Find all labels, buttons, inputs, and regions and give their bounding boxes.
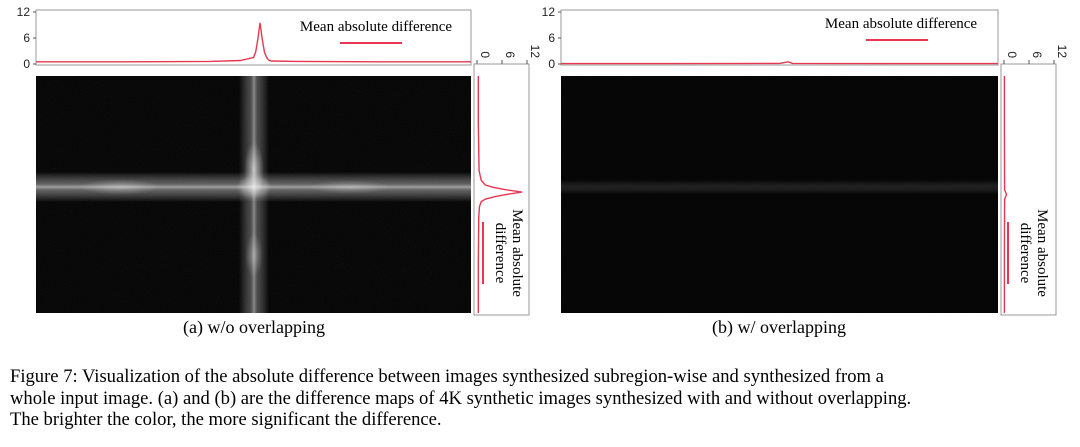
panel-b-top-tick-0: 0 bbox=[548, 57, 555, 71]
panel-a-difference-map bbox=[36, 76, 471, 313]
panel-a-side-legend-line1: Mean absolute bbox=[509, 209, 525, 297]
panel-b-top-curve bbox=[561, 61, 998, 65]
panel-b-top-tick-6: 6 bbox=[548, 31, 555, 45]
panel-b-side-profile: 0 6 12 Mean absolute difference bbox=[1000, 45, 1069, 316]
figure-caption-line-3: The brighter the color, the more signifi… bbox=[10, 409, 442, 430]
panel-a-side-tick-12: 12 bbox=[528, 45, 542, 59]
panel-b-side-tick-0: 0 bbox=[1005, 51, 1019, 58]
panel-a-top-curve bbox=[36, 22, 471, 63]
panel-a-side-curve bbox=[477, 76, 523, 313]
figure-caption-line-2: whole input image. (a) and (b) are the d… bbox=[10, 387, 912, 409]
panel-b-side-curve bbox=[1003, 76, 1008, 313]
panel-a-caption: (a) w/o overlapping bbox=[183, 317, 325, 338]
panel-a-legend-label: Mean absolute difference bbox=[300, 19, 452, 35]
panel-b-caption: (b) w/ overlapping bbox=[712, 317, 846, 338]
panel-b: 12 6 0 Mean absolute difference 0 6 12 M… bbox=[542, 5, 1069, 338]
panel-a-top-tick-6: 6 bbox=[23, 31, 30, 45]
panel-a: 12 6 0 Mean absolute difference 0 bbox=[17, 5, 542, 338]
panel-a-side-profile: 0 6 12 Mean absolute difference bbox=[473, 45, 542, 316]
panel-b-difference-map bbox=[561, 76, 998, 313]
panel-b-side-tick-12: 12 bbox=[1055, 45, 1069, 59]
panel-a-side-tick-6: 6 bbox=[503, 51, 517, 58]
panel-b-horizontal-seam bbox=[561, 180, 998, 194]
panel-b-side-tick-6: 6 bbox=[1030, 51, 1044, 58]
panel-b-legend-label: Mean absolute difference bbox=[825, 16, 977, 32]
panel-a-side-legend-line2: difference bbox=[492, 223, 508, 284]
panel-b-top-profile: 12 6 0 Mean absolute difference bbox=[542, 5, 999, 71]
panel-b-top-tick-12: 12 bbox=[542, 5, 556, 19]
panel-a-side-tick-0: 0 bbox=[478, 51, 492, 58]
panel-b-map-background bbox=[561, 76, 998, 313]
panel-b-side-legend-line2: difference bbox=[1017, 223, 1033, 284]
panel-a-top-tick-0: 0 bbox=[23, 57, 30, 71]
panel-a-top-profile: 12 6 0 Mean absolute difference bbox=[17, 5, 472, 71]
panel-a-top-tick-12: 12 bbox=[17, 5, 31, 19]
panel-b-side-legend-line1: Mean absolute bbox=[1034, 209, 1050, 297]
figure-caption: Figure 7: Visualization of the absolute … bbox=[10, 366, 1075, 431]
figure-caption-line-1: Figure 7: Visualization of the absolute … bbox=[10, 366, 884, 387]
